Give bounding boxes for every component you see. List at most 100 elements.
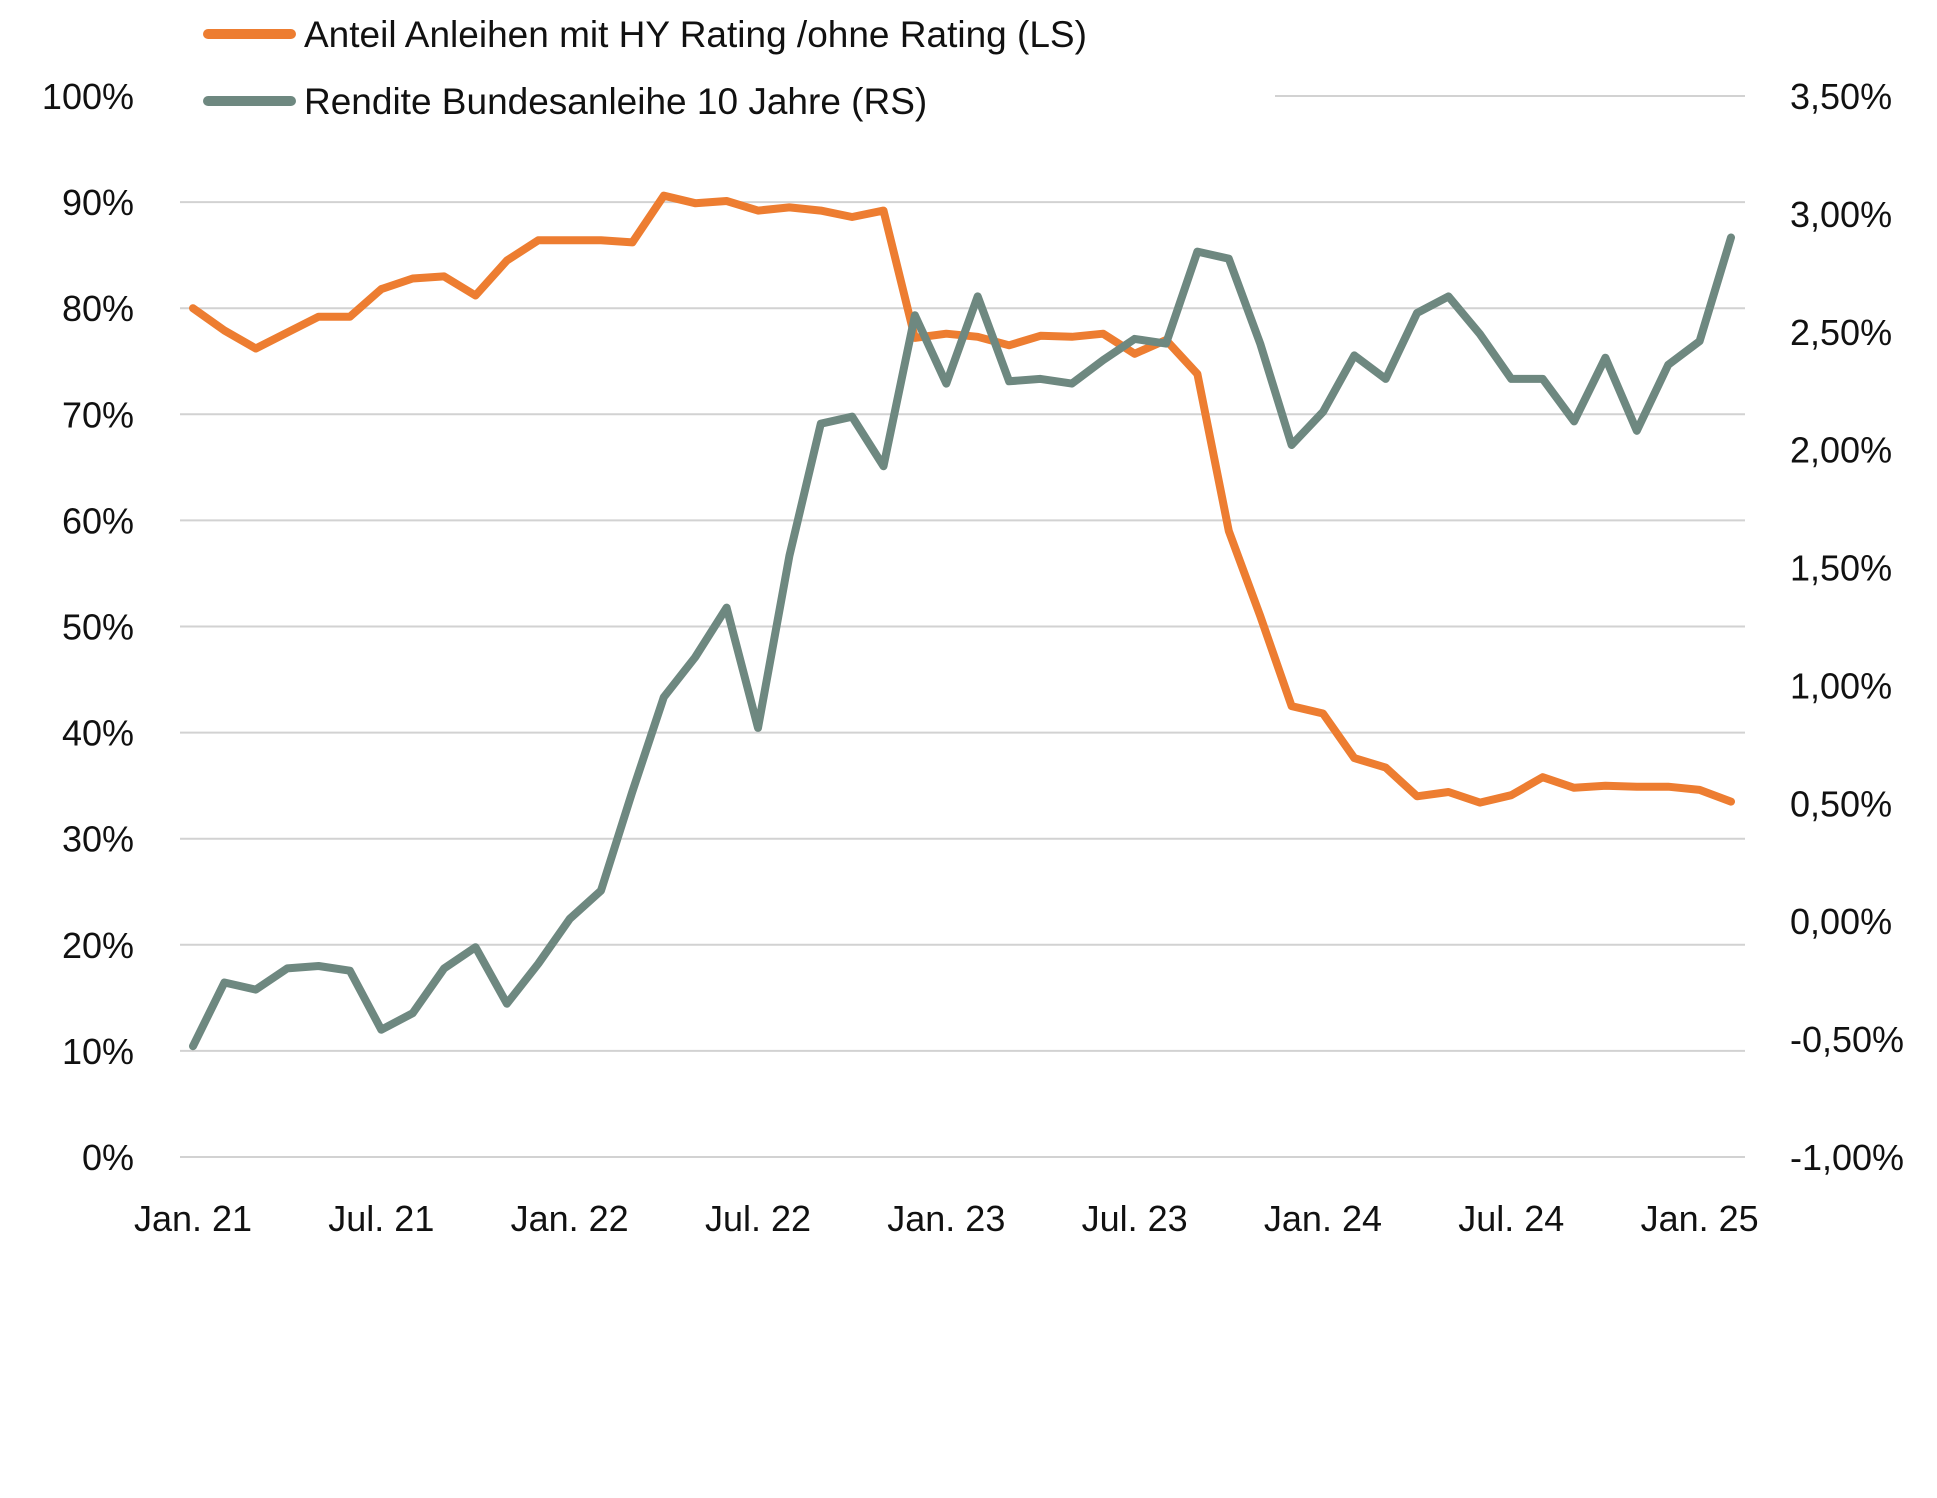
data-point [1101,358,1105,362]
data-point [756,726,760,730]
data-point [536,238,540,242]
data-point [1133,337,1137,341]
data-point [1227,257,1231,261]
data-point [1384,377,1388,381]
data-point [1133,352,1137,356]
data-point [630,790,634,794]
right-axis-tick-label: 3,50% [1790,76,1892,117]
series-bund-yield [189,233,1735,1051]
data-point [1541,377,1545,381]
data-point [1101,332,1105,336]
data-point [944,332,948,336]
right-axis-tick-label: 0,50% [1790,783,1892,824]
data-point [1603,784,1607,788]
x-axis-tick-label: Jan. 22 [511,1198,629,1239]
left-axis-tick-label: 30% [62,819,134,860]
right-axis-tick-label: 2,00% [1790,430,1892,471]
right-axis-tick-label: -1,00% [1790,1137,1904,1178]
data-point [191,306,195,310]
x-axis-tick-label: Jul. 23 [1082,1198,1188,1239]
data-point [1666,363,1670,367]
data-point [442,274,446,278]
data-point [191,1044,195,1048]
data-point [1509,793,1513,797]
data-point [850,215,854,219]
data-point [1195,372,1199,376]
right-axis-tick-label: 1,00% [1790,665,1892,706]
data-point [693,201,697,205]
data-point [1447,294,1451,298]
left-axis-tick-label: 100% [42,76,134,117]
data-point [222,981,226,985]
data-point [913,313,917,317]
legend: Anteil Anleihen mit HY Rating /ohne Rati… [203,14,1087,122]
data-point [317,964,321,968]
legend-entry-hy-share: Anteil Anleihen mit HY Rating /ohne Rati… [203,14,1087,55]
left-axis-tick-label: 10% [62,1031,134,1072]
data-point [222,328,226,332]
legend-label-bund-yield: Rendite Bundesanleihe 10 Jahre (RS) [304,81,927,122]
data-point [1352,756,1356,760]
x-axis-tick-label: Jul. 21 [328,1198,434,1239]
x-axis-tick-label: Jan. 21 [134,1198,252,1239]
data-point [1478,332,1482,336]
data-point [1635,785,1639,789]
data-point [787,554,791,558]
data-point [1352,353,1356,357]
series-line-bund-yield [189,233,1735,1051]
data-point [599,889,603,893]
right-axis-tick-label: 0,00% [1790,901,1892,942]
data-point [1384,766,1388,770]
data-point [1227,529,1231,533]
x-axis-tick-label: Jan. 24 [1264,1198,1382,1239]
data-point [1321,410,1325,414]
data-point [348,315,352,319]
data-point [1572,786,1576,790]
right-axis: -1,00% -0,50% 0,00% 0,50% 1,00% 1,50% 2,00% 2,5… [1790,76,1904,1178]
x-axis-tick-label: Jul. 22 [705,1198,811,1239]
data-point [1164,342,1168,346]
data-point [505,258,509,262]
left-axis-tick-label: 40% [62,713,134,754]
data-point [505,1002,509,1006]
data-point [725,199,729,203]
x-axis-tick-label: Jan. 23 [887,1198,1005,1239]
data-point [568,238,572,242]
gridlines [180,95,1745,1158]
left-axis-tick-label: 70% [62,394,134,435]
data-point [254,347,258,351]
data-point [379,1028,383,1032]
series-hy-share [189,191,1735,807]
data-point [819,422,823,426]
data-point [756,209,760,213]
data-point [1478,801,1482,805]
data-point [1635,429,1639,433]
data-point [442,966,446,970]
data-point [630,240,634,244]
data-point [1698,788,1702,792]
data-point [536,962,540,966]
data-point [1195,250,1199,254]
data-point [285,966,289,970]
left-axis-tick-label: 80% [62,288,134,329]
data-point [787,205,791,209]
data-point [1258,342,1262,346]
data-point [1007,379,1011,383]
data-point [1070,335,1074,339]
data-point [882,209,886,213]
right-axis-tick-label: 3,00% [1790,194,1892,235]
legend-entry-bund-yield: Rendite Bundesanleihe 10 Jahre (RS) [203,81,927,122]
data-point [1572,419,1576,423]
left-axis-tick-label: 50% [62,607,134,648]
data-point [662,194,666,198]
data-point [1541,775,1545,779]
data-point [1290,704,1294,708]
legend-label-hy-share: Anteil Anleihen mit HY Rating /ohne Rati… [304,14,1087,55]
data-point [1321,712,1325,716]
x-axis-tick-label: Jan. 25 [1641,1198,1759,1239]
data-point [882,464,886,468]
data-point [1007,343,1011,347]
data-point [976,294,980,298]
data-point [693,655,697,659]
